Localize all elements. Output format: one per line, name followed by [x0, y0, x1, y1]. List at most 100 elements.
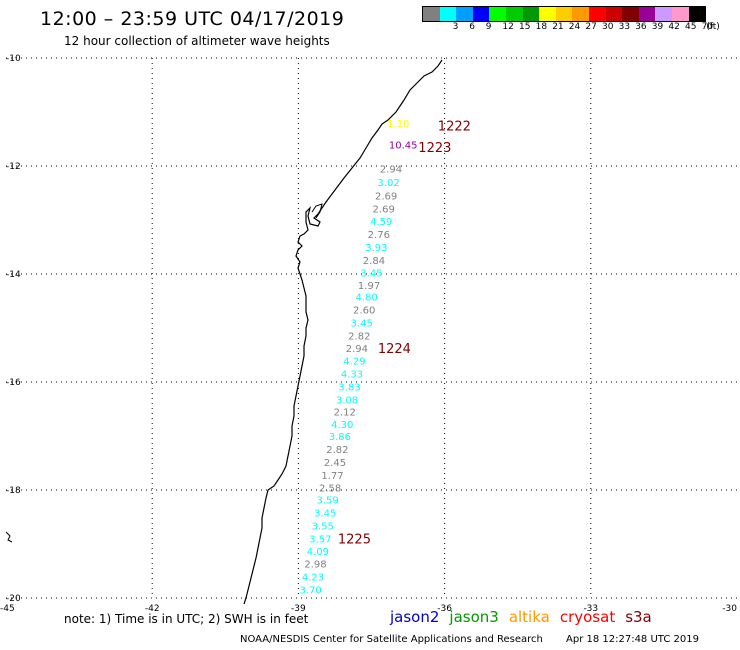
legend-swatch: [439, 7, 457, 21]
lat-tick-label: -20: [6, 594, 21, 604]
swh-value-label: 3.45: [351, 319, 373, 330]
legend-bin-label: 42: [668, 22, 680, 32]
pass-time-labels: 1222 1223 1224 1225: [338, 120, 471, 548]
footer-timestamp: Apr 18 12:27:48 UTC 2019: [566, 634, 699, 645]
swh-value-label: 2.98: [304, 559, 326, 570]
legend-bin-label: 36: [635, 22, 647, 32]
swh-value-label: 2.12: [334, 408, 356, 419]
swh-value-label: 2.84: [363, 256, 385, 267]
legend-swatch: [539, 7, 556, 21]
swh-value-label: 3.70: [299, 585, 321, 596]
legend-swatch: [472, 7, 490, 21]
lon-tick-label: -42: [145, 604, 160, 614]
swh-value-label: 3.59: [317, 496, 339, 507]
axis-tick-labels: -45 -42 -39 -36 -33 -30 -10 -12 -14 -16 -18 -20: [0, 54, 737, 614]
swh-value-label: 3.83: [338, 382, 360, 393]
swh-value-label: 2.94: [380, 165, 402, 176]
swh-value-label: 3.86: [329, 432, 351, 443]
legend-swatch: [572, 7, 589, 21]
swh-value-label: 4.33: [341, 369, 363, 380]
satellite-name: jason3: [449, 608, 499, 626]
swh-value-label: 1.77: [321, 471, 343, 482]
swh-value-label: 2.60: [353, 306, 375, 317]
swh-observations: 1.1010.452.943.022.692.694.592.763.932.8…: [299, 119, 417, 597]
legend-bin-label: 27: [585, 22, 597, 32]
brazil-coastline: [243, 59, 443, 605]
satellite-name: cryosat: [559, 608, 616, 626]
coastline-inlet: [311, 203, 323, 219]
note-text: note: 1) Time is in UTC; 2) SWH is in fe…: [64, 612, 309, 626]
swh-value-label: 3.08: [336, 395, 358, 406]
legend-bin-label: 24: [568, 22, 581, 32]
footer-organization: NOAA/NESDIS Center for Satellite Applica…: [240, 634, 543, 645]
swh-value-label: 1.10: [387, 119, 409, 130]
legend-bin-label: 39: [651, 22, 664, 32]
legend-bin-label: 9: [485, 22, 492, 32]
legend-swatch: [588, 7, 606, 21]
legend-swatch: [555, 7, 573, 21]
legend-swatch: [688, 7, 706, 21]
legend-swatch: [505, 7, 523, 21]
swh-value-label: 4.23: [302, 572, 324, 583]
pass-time-label: 1224: [378, 342, 411, 357]
swh-value-label: 4.29: [343, 356, 365, 367]
legend-bin-label: 45: [685, 22, 697, 32]
swh-value-label: 2.69: [375, 192, 397, 203]
lat-lon-grid: [6, 57, 737, 599]
lon-tick-label: -33: [583, 604, 598, 614]
swh-value-label: 1.97: [358, 281, 380, 292]
swh-value-label: 3.93: [365, 243, 387, 254]
legend-swatch: [522, 7, 540, 21]
swh-value-label: 3.57: [309, 535, 331, 546]
wave-height-color-legend: [422, 6, 707, 22]
swh-value-label: 2.45: [324, 458, 346, 469]
legend-swatch: [456, 7, 473, 21]
lat-tick-label: -10: [6, 54, 21, 64]
legend-unit: (ft): [706, 22, 720, 32]
swh-value-label: 3.45: [314, 509, 336, 520]
legend-bin-label: 70: [701, 22, 714, 32]
map-title: 12:00 – 23:59 UTC 04/17/2019: [40, 8, 345, 30]
lon-tick-label: -30: [722, 604, 737, 614]
pass-time-label: 1222: [438, 120, 471, 135]
left-edge-marker: [5, 531, 13, 543]
legend-bin-label: 21: [552, 22, 564, 32]
satellite-name: jason2: [390, 608, 440, 626]
swh-value-label: 2.94: [346, 344, 368, 355]
swh-value-label: 2.58: [319, 483, 341, 494]
swh-value-label: 2.82: [348, 332, 370, 343]
legend-bin-label: 12: [502, 22, 514, 32]
legend-swatch: [605, 7, 623, 21]
map-subtitle: 12 hour collection of altimeter wave hei…: [64, 34, 330, 48]
lat-tick-label: -16: [6, 378, 21, 388]
satellite-name: s3a: [625, 608, 652, 626]
swh-value-label: 3.02: [377, 178, 399, 189]
legend-bin-label: 15: [519, 22, 531, 32]
swh-value-label: 3.45: [360, 268, 382, 279]
swh-value-label: 2.82: [326, 445, 348, 456]
legend-swatch: [655, 7, 672, 21]
legend-swatch: [622, 7, 639, 21]
swh-value-label: 4.30: [331, 420, 353, 431]
satellite-name: altika: [508, 608, 550, 626]
lat-tick-label: -14: [6, 270, 21, 280]
pass-time-label: 1223: [418, 141, 451, 156]
swh-value-label: 2.69: [373, 205, 395, 216]
legend-bin-label: 30: [602, 22, 614, 32]
pass-time-label: 1225: [338, 533, 371, 548]
satellite-legend: jason2 jason3 altika cryosat s3a: [390, 608, 662, 626]
lon-tick-label: -39: [291, 604, 306, 614]
swh-value-label: 4.80: [355, 293, 377, 304]
legend-swatch: [671, 7, 689, 21]
legend-swatch: [423, 7, 440, 21]
legend-bin-label: 6: [469, 22, 475, 32]
legend-bin-label: 3: [452, 22, 459, 32]
swh-value-label: 2.76: [368, 230, 390, 241]
legend-bin-label: 18: [535, 22, 548, 32]
swh-value-label: 3.55: [312, 522, 334, 533]
coastline: [5, 59, 443, 605]
lat-tick-label: -18: [6, 486, 21, 496]
lon-tick-label: -45: [0, 604, 15, 614]
swh-value-label: 10.45: [389, 140, 418, 151]
